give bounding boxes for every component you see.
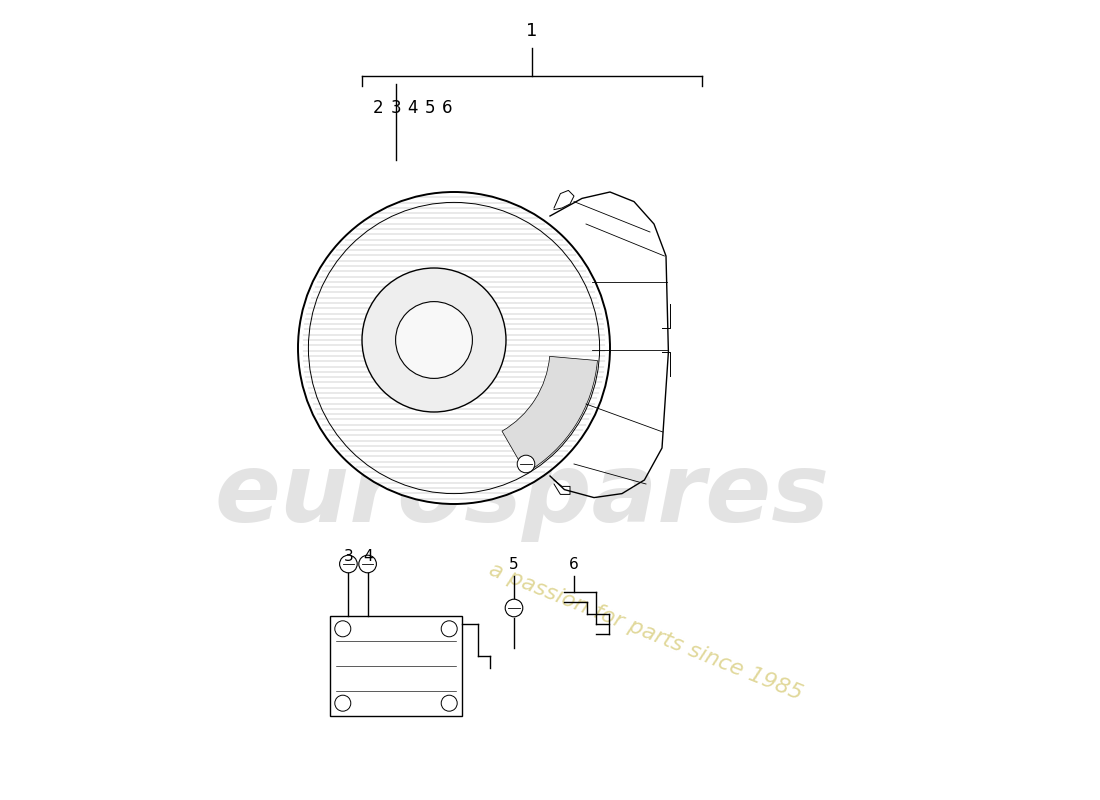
- Text: 3: 3: [343, 549, 353, 564]
- Text: 6: 6: [569, 557, 579, 572]
- Circle shape: [340, 555, 358, 573]
- Circle shape: [441, 621, 458, 637]
- Wedge shape: [502, 356, 597, 473]
- Circle shape: [441, 695, 458, 711]
- Circle shape: [334, 621, 351, 637]
- Text: eurospares: eurospares: [214, 450, 829, 542]
- Text: 2: 2: [373, 99, 383, 117]
- Text: 6: 6: [442, 99, 453, 117]
- Circle shape: [359, 555, 376, 573]
- Text: 3: 3: [390, 99, 400, 117]
- Bar: [330, 616, 462, 716]
- Circle shape: [298, 192, 610, 504]
- Circle shape: [396, 302, 472, 378]
- Text: 1: 1: [526, 22, 537, 40]
- Text: 4: 4: [363, 549, 373, 564]
- Circle shape: [334, 695, 351, 711]
- Text: 5: 5: [509, 557, 519, 572]
- Circle shape: [505, 599, 522, 617]
- Text: a passion for parts since 1985: a passion for parts since 1985: [486, 560, 805, 704]
- Text: 5: 5: [425, 99, 436, 117]
- Circle shape: [362, 268, 506, 412]
- Text: 4: 4: [407, 99, 418, 117]
- Circle shape: [517, 455, 535, 473]
